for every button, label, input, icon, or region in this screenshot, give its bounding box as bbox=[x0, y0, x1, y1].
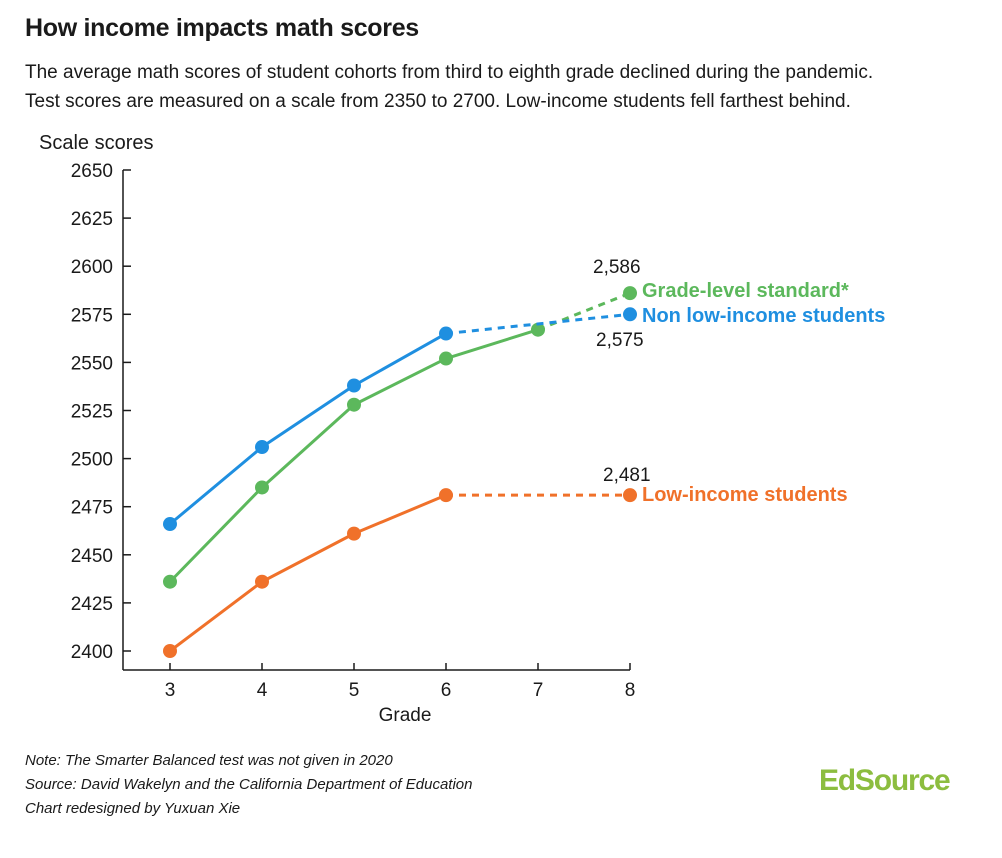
x-tick-label: 3 bbox=[165, 680, 176, 701]
x-tick-label: 7 bbox=[533, 680, 544, 701]
grade-level-standard-line-dashed bbox=[537, 291, 631, 332]
y-tick-label: 2450 bbox=[71, 546, 113, 567]
x-axis-title: Grade bbox=[379, 705, 432, 726]
y-axis-title: Scale scores bbox=[39, 132, 154, 154]
source-text: Source: David Wakelyn and the California… bbox=[25, 776, 473, 793]
grade-level-standard-end-value-label: 2,586 bbox=[593, 257, 641, 278]
grade-level-standard-point bbox=[255, 480, 269, 495]
grade-level-standard-point bbox=[623, 286, 637, 301]
low-income-point bbox=[347, 526, 361, 541]
y-tick-label: 2575 bbox=[71, 305, 113, 326]
x-tick-label: 8 bbox=[625, 680, 636, 701]
y-tick-label: 2600 bbox=[71, 257, 113, 278]
x-tick-label: 4 bbox=[257, 680, 268, 701]
low-income-point bbox=[255, 574, 269, 589]
y-tick-label: 2650 bbox=[71, 161, 113, 182]
grade-level-standard-point bbox=[439, 351, 453, 366]
non-low-income-point bbox=[623, 307, 637, 322]
y-tick-label: 2425 bbox=[71, 594, 113, 615]
note-text: Note: The Smarter Balanced test was not … bbox=[25, 752, 393, 769]
subtitle-line-2: Test scores are measured on a scale from… bbox=[25, 91, 851, 112]
low-income-point bbox=[439, 488, 453, 503]
non-low-income-line-dashed bbox=[445, 312, 631, 336]
x-tick-label: 6 bbox=[441, 680, 452, 701]
grade-level-standard-point bbox=[347, 397, 361, 412]
low-income-point bbox=[623, 488, 637, 503]
y-tick-label: 2400 bbox=[71, 642, 113, 663]
non-low-income-line-solid bbox=[169, 332, 447, 526]
low-income-line-solid bbox=[169, 493, 447, 653]
non-low-income-point bbox=[439, 326, 453, 341]
non-low-income-point bbox=[255, 440, 269, 455]
credit-text: Chart redesigned by Yuxuan Xie bbox=[25, 800, 241, 817]
footnotes: Note: The Smarter Balanced test was not … bbox=[25, 749, 472, 821]
low-income-series-label: Low-income students bbox=[642, 484, 848, 506]
low-income-point bbox=[163, 644, 177, 658]
y-tick-label: 2625 bbox=[71, 209, 113, 230]
low-income-end-value-label: 2,481 bbox=[603, 465, 651, 486]
grade-level-standard-point bbox=[531, 322, 545, 337]
chart-title: How income impacts math scores bbox=[25, 14, 419, 42]
chart-subtitle: The average math scores of student cohor… bbox=[25, 58, 975, 116]
y-tick-label: 2550 bbox=[71, 353, 113, 374]
grade-level-standard-series-label: Grade-level standard* bbox=[642, 280, 849, 302]
non-low-income-end-value-label: 2,575 bbox=[596, 330, 644, 351]
x-tick-label: 5 bbox=[349, 680, 360, 701]
non-low-income-point bbox=[163, 517, 177, 532]
y-tick-label: 2525 bbox=[71, 402, 113, 423]
y-tick-label: 2475 bbox=[71, 498, 113, 519]
grade-level-standard-line-solid bbox=[168, 328, 539, 583]
edsource-logo: EdSource bbox=[819, 764, 951, 797]
y-tick-label: 2500 bbox=[71, 450, 113, 471]
non-low-income-point bbox=[347, 378, 361, 393]
non-low-income-series-label: Non low-income students bbox=[642, 305, 885, 327]
grade-level-standard-point bbox=[163, 574, 177, 589]
subtitle-line-1: The average math scores of student cohor… bbox=[25, 62, 874, 83]
